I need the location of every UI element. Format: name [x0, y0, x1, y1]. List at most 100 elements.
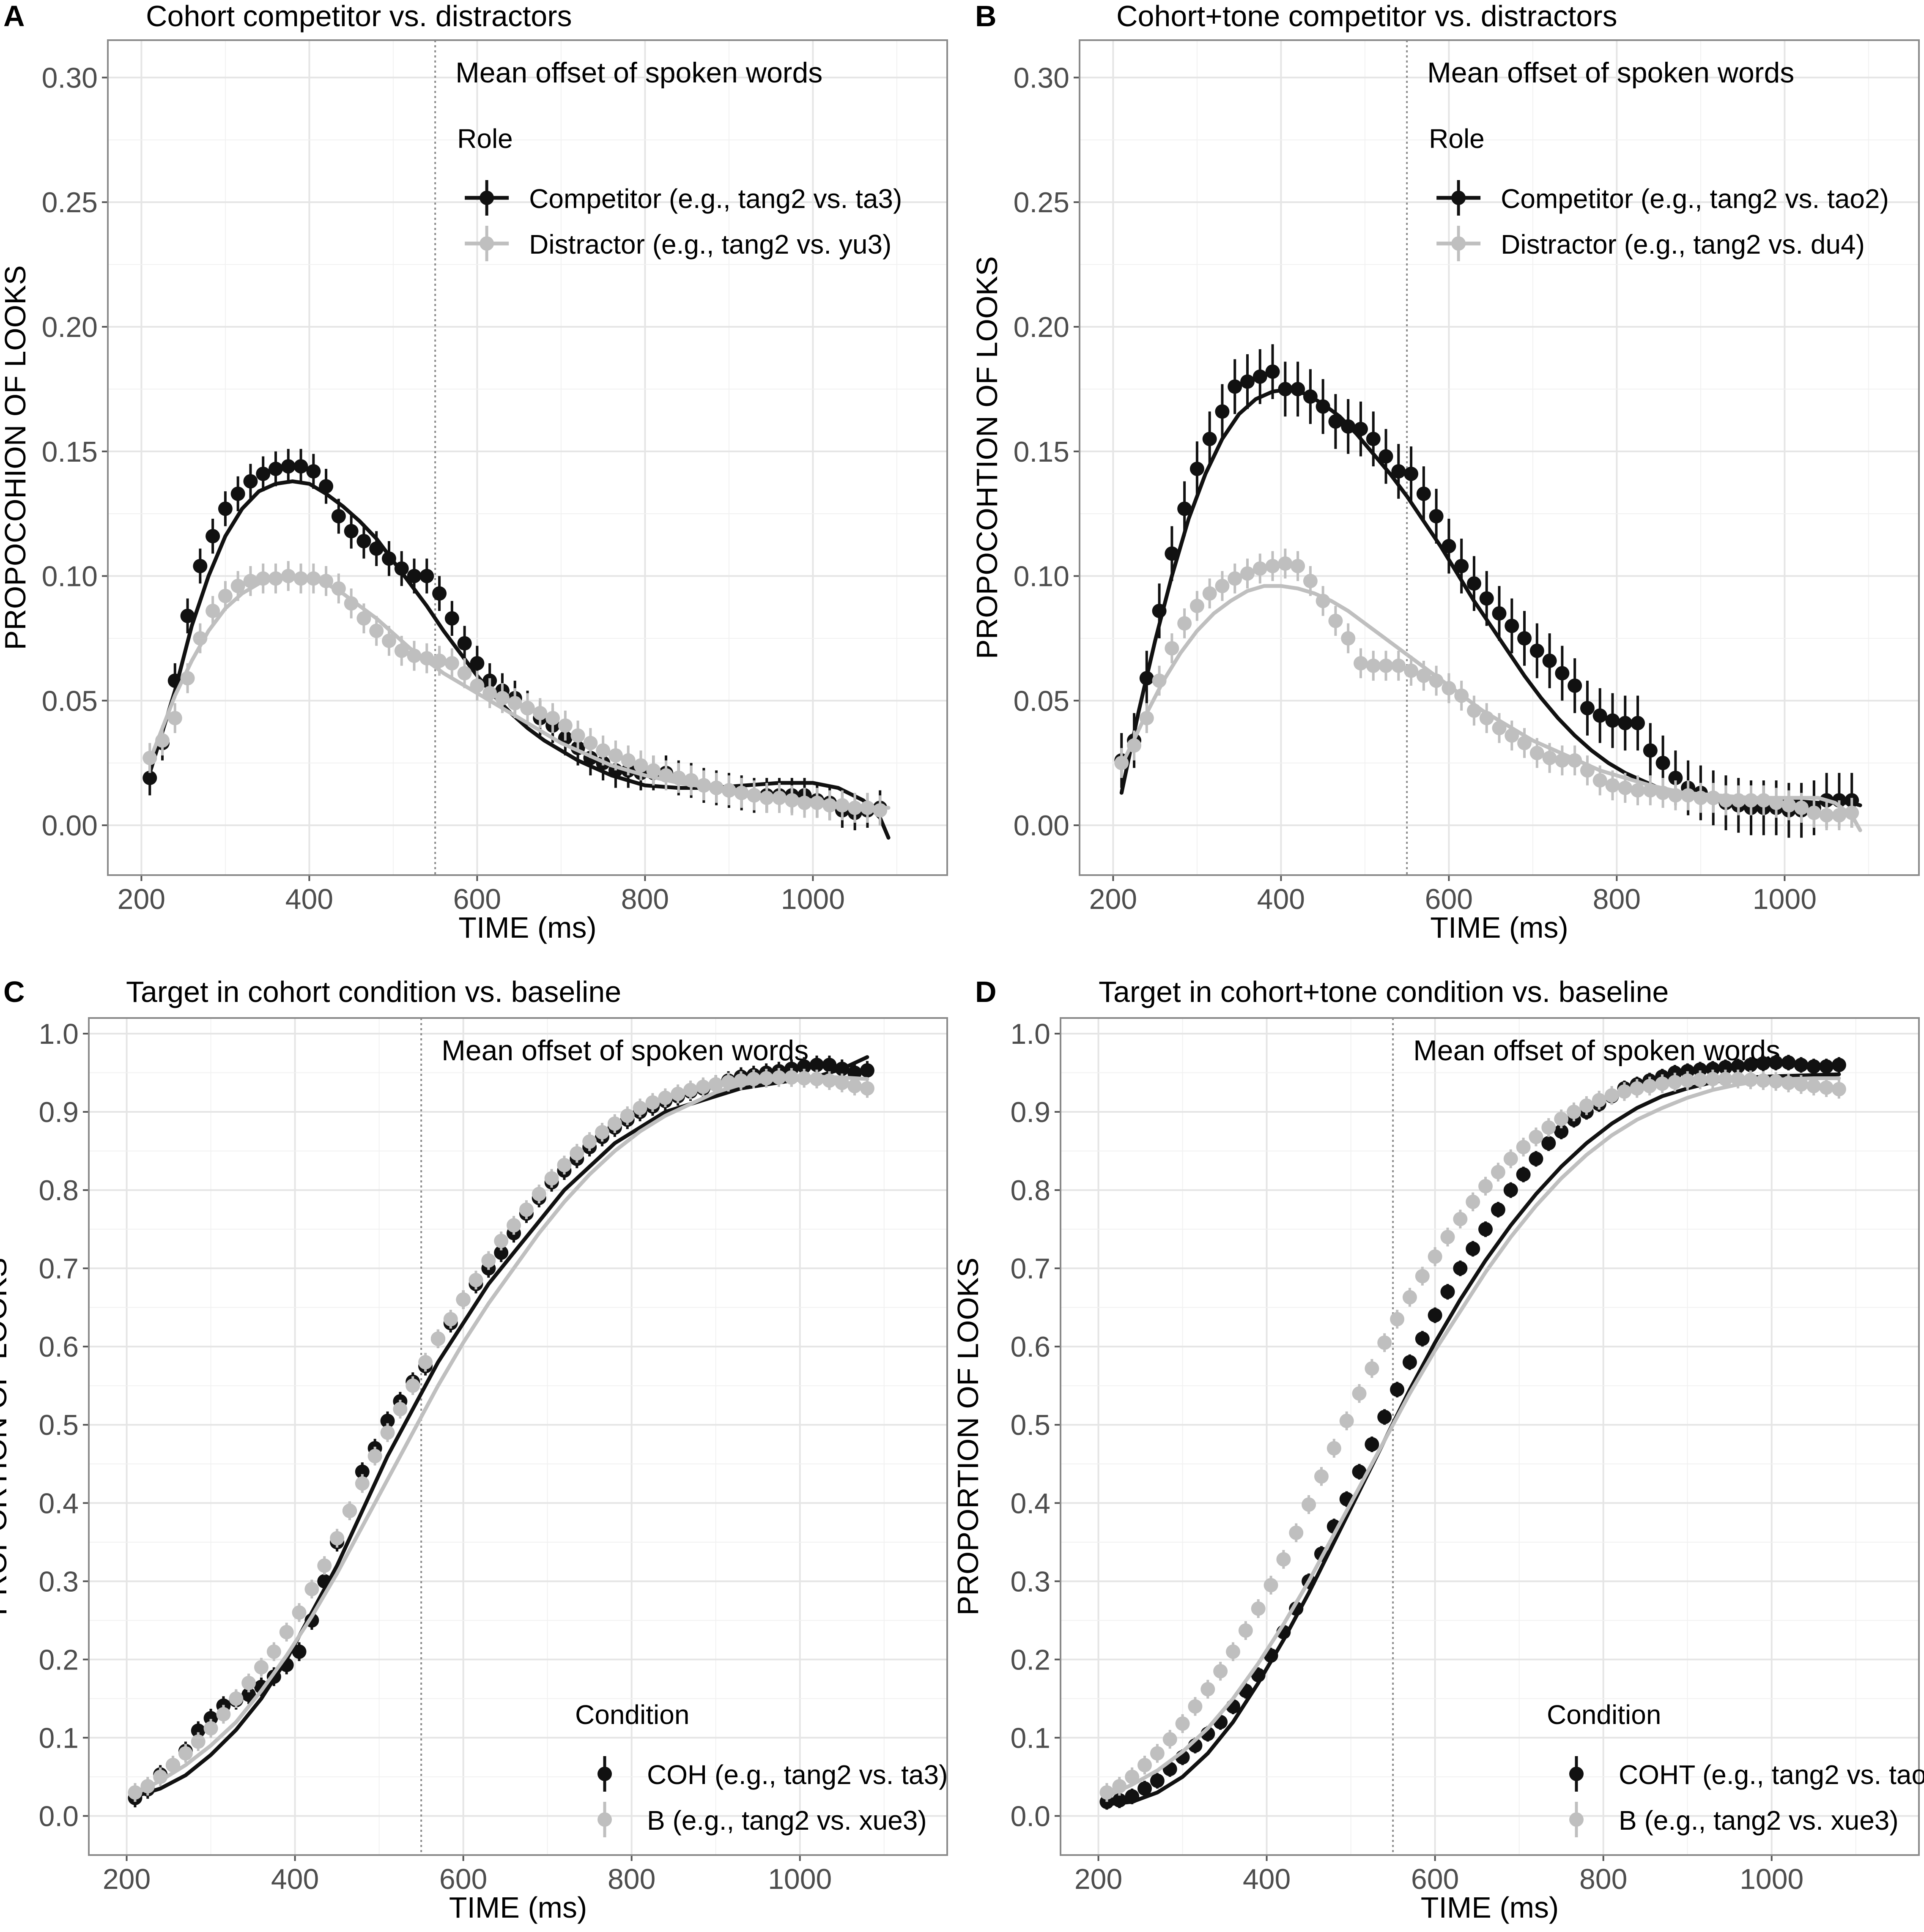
data-point [1150, 1746, 1165, 1761]
data-point [747, 788, 762, 803]
data-point [256, 571, 271, 586]
data-point [1479, 591, 1494, 606]
data-point [1517, 736, 1532, 750]
plot-background [108, 40, 947, 875]
data-point [809, 1058, 824, 1073]
y-tick-label: 0.2 [38, 1644, 79, 1676]
data-point [1541, 1120, 1556, 1135]
data-point [1251, 1601, 1266, 1616]
data-point [1365, 1437, 1379, 1452]
data-point [432, 653, 447, 668]
data-point [1253, 369, 1267, 384]
legend-key-point [480, 236, 494, 251]
data-point [1303, 574, 1318, 588]
legend-title: Condition [1547, 1699, 1661, 1730]
data-point [457, 636, 472, 651]
data-point [1731, 1059, 1746, 1074]
data-point [1605, 713, 1620, 728]
data-point [809, 1072, 824, 1086]
data-point [1429, 509, 1444, 524]
data-point [1806, 805, 1821, 820]
data-point [1379, 449, 1393, 464]
data-point [369, 624, 384, 638]
data-point [1667, 1075, 1682, 1089]
data-point [306, 464, 321, 479]
data-point [1341, 419, 1356, 434]
x-tick-label: 1000 [768, 1863, 832, 1895]
data-point [1718, 793, 1733, 808]
data-point [143, 750, 157, 765]
data-point [1706, 791, 1721, 805]
data-point [1429, 673, 1444, 688]
data-point [1263, 1578, 1278, 1593]
y-tick-label: 0.6 [1010, 1331, 1050, 1363]
data-point [1366, 658, 1381, 673]
data-point [1604, 1088, 1619, 1103]
y-axis-title: PROPORTION OF LOOKS [951, 1258, 984, 1616]
data-point [1152, 604, 1167, 618]
data-point [1568, 753, 1582, 768]
y-axis-title: PROPOCOHTION OF LOOKS [970, 256, 1003, 659]
data-point [193, 558, 208, 573]
data-point [1112, 1793, 1127, 1808]
data-point [772, 791, 787, 805]
data-point [1555, 753, 1570, 768]
data-point [847, 1078, 862, 1093]
data-point [1693, 1073, 1707, 1087]
data-point [1139, 671, 1154, 686]
x-axis-title: TIME (ms) [458, 911, 597, 944]
data-point [1718, 1060, 1733, 1075]
legend-title: Role [1429, 123, 1485, 154]
data-point [1592, 773, 1607, 788]
data-point [708, 1077, 723, 1092]
data-point [1127, 738, 1142, 753]
data-point [1756, 1073, 1771, 1088]
y-tick-label: 0.1 [1010, 1722, 1050, 1754]
data-point [1631, 716, 1645, 731]
x-axis-title: TIME (ms) [1430, 911, 1568, 944]
panel-title: Cohort competitor vs. distractors [146, 0, 572, 33]
data-point [558, 718, 573, 733]
data-point [1517, 631, 1532, 646]
data-point [203, 1721, 218, 1736]
data-point [317, 1558, 332, 1573]
data-point [482, 686, 497, 701]
x-tick-label: 600 [453, 883, 501, 915]
data-point [1478, 1222, 1493, 1237]
x-tick-label: 600 [439, 1863, 487, 1895]
data-point [507, 1218, 521, 1233]
data-point [279, 1625, 294, 1639]
y-tick-label: 0.25 [42, 186, 98, 219]
data-point [1769, 796, 1784, 810]
y-axis-title: PROPORTION OF LOOKS [0, 1258, 13, 1616]
series-secondary [143, 561, 891, 826]
y-tick-label: 0.8 [1010, 1174, 1050, 1207]
data-point [860, 1063, 874, 1078]
data-point [342, 1503, 357, 1518]
y-tick-label: 0.10 [42, 561, 98, 593]
data-point [1505, 728, 1519, 743]
data-point [293, 571, 308, 586]
data-point [495, 691, 510, 706]
plot-background [1061, 1018, 1919, 1855]
data-point [241, 1675, 256, 1690]
x-tick-label: 1000 [781, 883, 845, 915]
data-point [1240, 566, 1255, 581]
data-point [646, 763, 661, 778]
data-point [1580, 763, 1595, 778]
data-point [1454, 688, 1469, 703]
data-point [1238, 1623, 1253, 1638]
data-point [533, 706, 548, 720]
data-point [1265, 364, 1280, 379]
data-point [432, 586, 447, 601]
data-point [507, 696, 522, 711]
data-point [456, 1292, 471, 1307]
data-point [822, 798, 837, 813]
y-tick-label: 0.15 [42, 436, 98, 468]
panel-border [1060, 1017, 1920, 1856]
data-point [1819, 808, 1834, 823]
x-tick-label: 1000 [1753, 883, 1817, 915]
x-tick-label: 200 [1089, 883, 1137, 915]
data-point [1416, 486, 1431, 501]
data-point [470, 656, 485, 670]
